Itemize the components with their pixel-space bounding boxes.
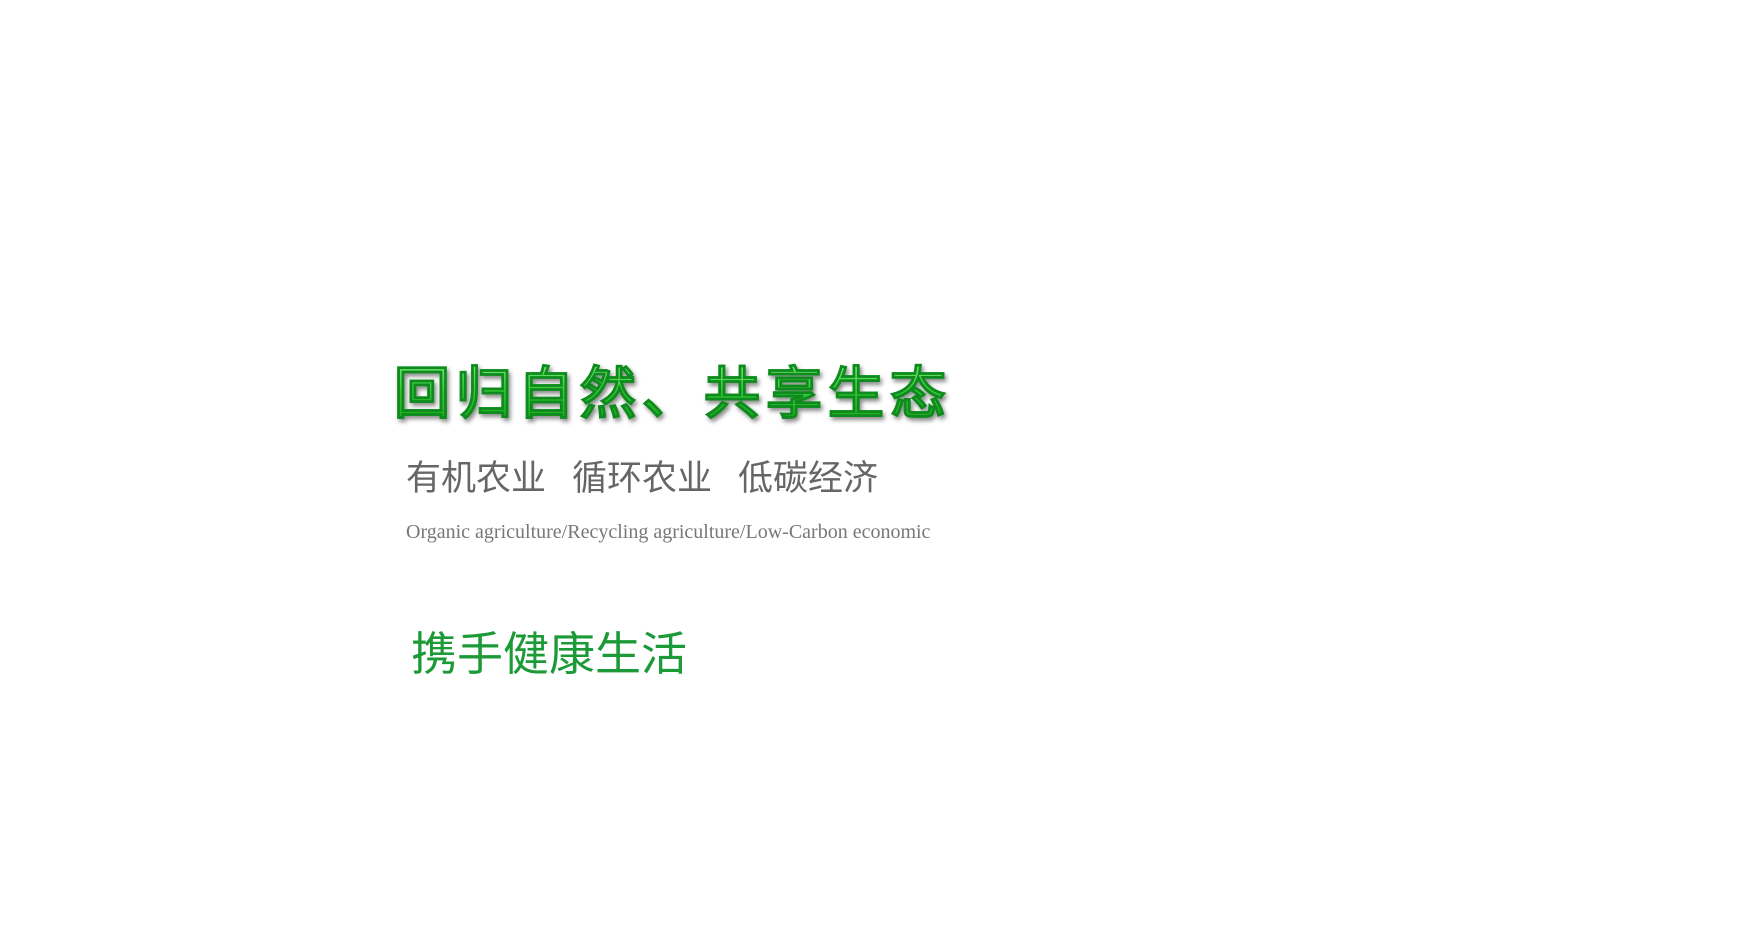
english-subtitle: Organic agriculture/Recycling agricultur… xyxy=(406,521,931,543)
headline: 回归自然、共享生态 xyxy=(394,360,952,430)
keyword-organic: 有机农业 xyxy=(406,459,547,499)
keyword-low-carbon: 低碳经济 xyxy=(738,459,879,499)
slogan: 携手健康生活 xyxy=(411,627,687,681)
keywords-line: 有机农业 循环农业 低碳经济 xyxy=(406,455,878,503)
keyword-recycling: 循环农业 xyxy=(572,459,713,499)
